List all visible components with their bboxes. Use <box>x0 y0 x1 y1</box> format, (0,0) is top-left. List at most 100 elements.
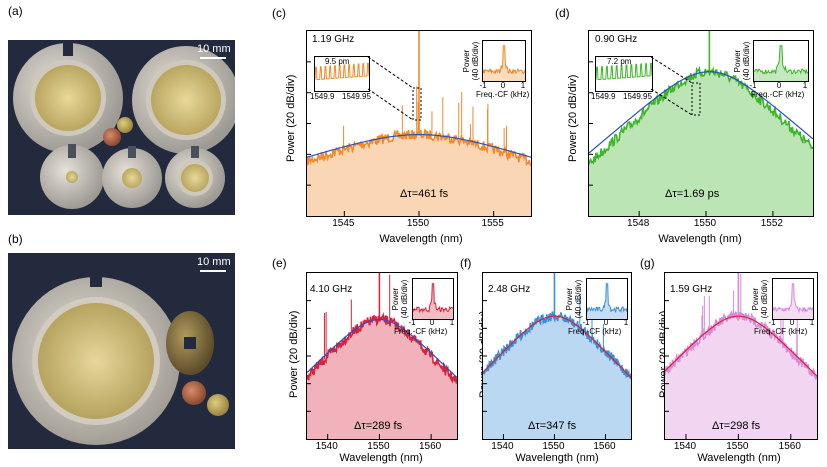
zoom-comb-plot <box>315 62 369 81</box>
inset-tick: -1 <box>582 318 590 327</box>
zoom-spacing-label: 7.2 pm <box>607 57 632 66</box>
spectrum-plot <box>589 31 813 216</box>
sech2-fit-curve <box>307 134 531 158</box>
rep-rate-label: 1.59 GHz <box>670 284 713 295</box>
spectrum-trace <box>589 65 813 165</box>
rf-spectrum-plot <box>483 45 525 81</box>
rf-spectrum-plot <box>773 283 813 319</box>
x-tick-label: 1550 <box>693 218 717 229</box>
inset-tick: 1 <box>623 318 629 327</box>
plot-area <box>664 272 818 440</box>
scale-label: 10 mm <box>197 43 231 55</box>
plot-area <box>306 272 458 440</box>
photo-resonator-large: 10 mm <box>8 253 235 449</box>
rf-beat-note <box>413 283 453 314</box>
scale-label: 10 mm <box>197 256 231 268</box>
inset-y-title: Power (40 dB/div) <box>733 41 751 81</box>
inset-tick: 1 <box>449 318 455 327</box>
zoom-tick-2: 1549.95 <box>623 92 652 101</box>
inset-tick: 0 <box>429 318 435 327</box>
rf-beat-fill <box>413 283 453 319</box>
rf-inset <box>412 278 454 320</box>
scale-bar <box>200 57 226 59</box>
x-tick-label: 1552 <box>760 218 783 229</box>
inset-tick: -1 <box>479 81 487 90</box>
x-axis-title: Wavelength (nm) <box>379 233 463 245</box>
panel-label-e: (e) <box>272 256 287 270</box>
resonator-large-graphic <box>12 271 229 445</box>
x-axis-title: Wavelength (nm) <box>658 233 742 245</box>
inset-x-title: Freq.-CF (kHz) <box>394 327 448 336</box>
spectrum-fill <box>307 314 457 439</box>
rf-spectrum-plot <box>587 283 627 319</box>
inset-tick: 1 <box>520 81 526 90</box>
zoom-spacing-label: 9.5 pm <box>325 57 350 66</box>
panel-d: (d) Power (20 dB/div) 0.90 GHz 7.2 pm 15… <box>555 0 820 250</box>
sech2-fit-curve <box>307 318 457 379</box>
panel-c: (c) Power (20 dB/div) 1.19 GHz 9.5 pm 15… <box>270 0 540 250</box>
x-tick-label: 1540 <box>491 441 514 452</box>
inset-tick: 1 <box>809 318 815 327</box>
spectrum-fill <box>589 68 813 216</box>
x-tick-label: 1545 <box>332 218 355 229</box>
inset-x-title: Freq.-CF (kHz) <box>754 327 808 336</box>
rf-beat-note <box>754 45 808 75</box>
rep-rate-label: 4.10 GHz <box>310 284 353 295</box>
rf-beat-fill <box>773 283 813 319</box>
inset-tick: -1 <box>408 318 416 327</box>
x-axis-title: Wavelength (nm) <box>697 452 781 464</box>
panel-label-f: (f) <box>460 256 472 270</box>
inset-x-title: Freq.-CF (kHz) <box>568 327 622 336</box>
pulse-width-label: Δτ=289 fs <box>354 420 403 432</box>
sech2-fit-curve <box>589 71 813 154</box>
y-axis-title: Power (20 dB/div) <box>285 74 297 162</box>
x-tick-label: 1560 <box>778 441 801 452</box>
rf-inset <box>772 278 814 320</box>
inset-tick: 0 <box>776 81 782 90</box>
inset-tick: 0 <box>789 318 795 327</box>
spectrum-plot <box>483 273 631 439</box>
rf-beat-fill <box>483 45 525 81</box>
rf-beat-note <box>773 283 813 313</box>
zoom-comb-trace <box>315 62 369 81</box>
rf-beat-fill <box>754 45 808 81</box>
rf-spectrum-plot <box>754 45 808 81</box>
panel-e: (e) Power (20 dB/div) 4.10 GHz Power (40 … <box>270 252 460 467</box>
pulse-width-label: Δτ=347 fs <box>528 420 577 432</box>
spectrum-plot <box>307 273 457 439</box>
rep-rate-label: 1.19 GHz <box>312 34 355 45</box>
inset-tick: 1 <box>802 81 808 90</box>
inset-tick: -1 <box>749 81 757 90</box>
x-tick-label: 1540 <box>673 441 697 452</box>
zoom-inset <box>314 56 370 92</box>
rf-spectrum-plot <box>413 283 453 319</box>
panel-f: (f) Power (20 dB/div) 2.48 GHz Power(40 … <box>458 252 638 467</box>
y-axis-title: Power (20 dB/div) <box>288 310 300 398</box>
x-tick-label: 1560 <box>419 441 442 452</box>
spectrum-fill <box>307 130 531 216</box>
rep-rate-label: 0.90 GHz <box>595 34 638 45</box>
panel-label-d: (d) <box>555 6 570 20</box>
rf-beat-fill <box>587 283 627 319</box>
sech2-fit-curve <box>665 315 817 377</box>
zoom-inset <box>595 56 653 92</box>
panel-label-b: (b) <box>8 232 23 246</box>
inset-x-title: Freq.-CF (kHz) <box>751 90 805 99</box>
x-tick-label: 1548 <box>627 218 650 229</box>
inset-tick: -1 <box>768 318 776 327</box>
pulse-width-label: Δτ=298 fs <box>712 420 761 432</box>
inset-y-title: Power (40 dB/div) <box>565 279 583 319</box>
zoom-tick-1: 1549.9 <box>591 92 616 101</box>
rf-beat-note <box>587 283 627 314</box>
x-tick-label: 1550 <box>542 441 565 452</box>
rf-beat-note <box>483 45 525 75</box>
inset-tick: 0 <box>603 318 609 327</box>
spectrum-plot <box>665 273 817 439</box>
panel-label-a: (a) <box>8 4 23 18</box>
scale-bar <box>200 270 226 272</box>
x-tick-label: 1550 <box>367 441 390 452</box>
panel-label-c: (c) <box>272 6 286 20</box>
x-tick-label: 1550 <box>726 441 749 452</box>
plot-area <box>482 272 632 440</box>
resonator-photo-graphic <box>13 42 235 209</box>
